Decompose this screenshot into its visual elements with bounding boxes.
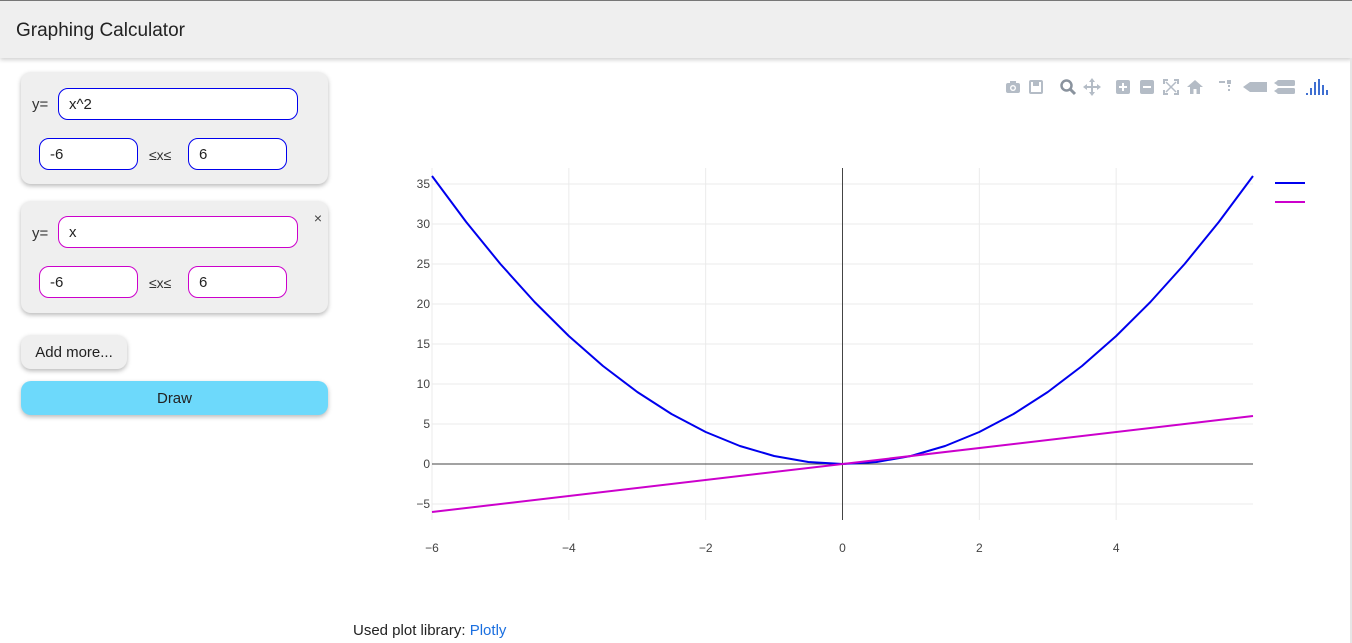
zoom-in-icon[interactable] xyxy=(1114,78,1132,96)
x-tick-label: −4 xyxy=(562,541,576,555)
plotly-link[interactable]: Plotly xyxy=(469,622,507,639)
y-tick-label: 5 xyxy=(423,417,430,431)
plot-legend[interactable] xyxy=(1275,182,1305,203)
function-expression-input[interactable] xyxy=(58,88,298,120)
x-min-input[interactable] xyxy=(39,138,138,170)
app-header: Graphing Calculator xyxy=(0,0,1352,58)
camera-icon[interactable] xyxy=(1004,78,1022,96)
zoom-out-icon[interactable] xyxy=(1138,78,1156,96)
function-card-1: y= ≤x≤ xyxy=(21,72,328,184)
pan-icon[interactable] xyxy=(1083,78,1101,96)
y-equals-label: y= xyxy=(32,225,49,242)
y-tick-label: 15 xyxy=(417,337,431,351)
range-label: ≤x≤ xyxy=(149,147,172,163)
y-tick-label: 10 xyxy=(417,377,431,391)
range-label: ≤x≤ xyxy=(149,275,172,291)
remove-function-close-icon[interactable]: × xyxy=(313,210,322,226)
y-tick-label: 20 xyxy=(417,297,431,311)
autoscale-icon[interactable] xyxy=(1162,78,1180,96)
hover-compare-icon[interactable] xyxy=(1274,78,1296,96)
add-more-button[interactable]: Add more... xyxy=(21,335,127,369)
hover-closest-icon[interactable] xyxy=(1242,78,1268,96)
page-scrollbar-track xyxy=(1350,58,1352,643)
x-tick-label: 2 xyxy=(976,541,983,555)
home-icon[interactable] xyxy=(1186,78,1204,96)
x-tick-label: −2 xyxy=(699,541,713,555)
x-tick-label: 0 xyxy=(839,541,846,555)
spike-lines-icon[interactable] xyxy=(1216,78,1234,96)
plot-series xyxy=(431,175,1254,513)
function-card-2: × y= ≤x≤ xyxy=(21,201,328,313)
y-equals-label: y= xyxy=(32,96,49,113)
plot-area[interactable]: −6 −4 −2 0 2 4 −5 0 5 10 15 20 25 30 35 xyxy=(340,60,1340,605)
function-expression-input[interactable] xyxy=(58,216,298,248)
plot-grid xyxy=(431,168,1253,520)
plotly-logo-icon[interactable] xyxy=(1304,78,1330,96)
y-tick-label: 30 xyxy=(417,217,431,231)
y-tick-label: 35 xyxy=(417,177,431,191)
x-tick-label: −6 xyxy=(425,541,439,555)
series-line-2 xyxy=(431,415,1254,513)
draw-button[interactable]: Draw xyxy=(21,381,328,415)
x-max-input[interactable] xyxy=(188,266,287,298)
x-max-input[interactable] xyxy=(188,138,287,170)
zoom-icon[interactable] xyxy=(1059,78,1077,96)
footer: Used plot library: Plotly xyxy=(353,622,506,639)
plot-tick-labels: −6 −4 −2 0 2 4 −5 0 5 10 15 20 25 30 35 xyxy=(416,177,1120,555)
y-tick-label: −5 xyxy=(416,497,430,511)
x-tick-label: 4 xyxy=(1113,541,1120,555)
app-title: Graphing Calculator xyxy=(16,20,185,41)
x-min-input[interactable] xyxy=(39,266,138,298)
y-tick-label: 0 xyxy=(423,457,430,471)
y-tick-label: 25 xyxy=(417,257,431,271)
footer-text: Used plot library: xyxy=(353,622,470,639)
save-icon[interactable] xyxy=(1027,78,1045,96)
